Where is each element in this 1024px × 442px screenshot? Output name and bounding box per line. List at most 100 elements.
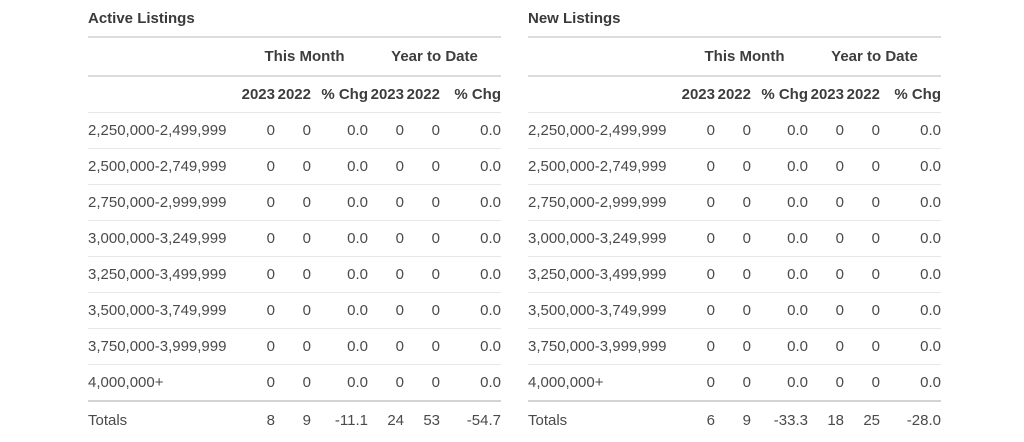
value-cell: 0.0	[880, 256, 941, 293]
totals-cell: 9	[714, 400, 751, 439]
value-cell: 0	[714, 184, 751, 221]
value-cell: 0.0	[880, 148, 941, 185]
totals-cell: -54.7	[440, 400, 501, 439]
value-cell: 0	[274, 220, 311, 257]
column-header: % Chg	[750, 76, 808, 113]
value-cell: 0	[714, 364, 751, 402]
value-cell: 0	[680, 328, 715, 365]
value-cell: 0	[844, 256, 880, 293]
column-header: 2023	[808, 76, 844, 113]
value-cell: 0	[274, 184, 311, 221]
value-cell: 0.0	[440, 364, 501, 402]
value-cell: 0.0	[310, 112, 368, 149]
value-cell: 0.0	[440, 328, 501, 365]
value-cell: 0	[404, 328, 440, 365]
value-cell: 0	[274, 292, 311, 329]
value-cell: 0	[680, 220, 715, 257]
value-cell: 0.0	[750, 184, 808, 221]
value-cell: 0.0	[440, 184, 501, 221]
column-header: 2023	[368, 76, 404, 113]
value-cell: 0	[404, 364, 440, 402]
value-cell: 0	[274, 328, 311, 365]
value-cell: 0	[404, 184, 440, 221]
value-cell: 0.0	[440, 256, 501, 293]
spacer-cell	[528, 38, 681, 77]
table-row: 2,500,000-2,749,999 0 0 0.0 0 0 0.0	[88, 148, 501, 185]
column-header: % Chg	[880, 76, 941, 113]
value-cell: 0	[714, 256, 751, 293]
price-range-label: 3,750,000-3,999,999	[88, 328, 241, 365]
active-listings-data-table: This Month Year to Date 2023 2022 % Chg …	[88, 38, 501, 439]
value-cell: 0	[844, 184, 880, 221]
value-cell: 0	[240, 364, 275, 402]
value-cell: 0.0	[440, 292, 501, 329]
value-cell: 0.0	[310, 292, 368, 329]
price-range-label: 3,750,000-3,999,999	[528, 328, 681, 365]
group-header-year-to-date: Year to Date	[368, 38, 501, 77]
value-cell: 0	[680, 112, 715, 149]
column-header: 2023	[680, 76, 715, 113]
price-range-label: 2,250,000-2,499,999	[88, 112, 241, 149]
price-range-label: 2,500,000-2,749,999	[528, 148, 681, 185]
column-header-row: 2023 2022 % Chg 2023 2022 % Chg	[88, 76, 501, 113]
value-cell: 0.0	[750, 148, 808, 185]
group-header-year-to-date: Year to Date	[808, 38, 941, 77]
table-row: 4,000,000+ 0 0 0.0 0 0 0.0	[88, 364, 501, 402]
value-cell: 0.0	[750, 292, 808, 329]
table-row: 3,750,000-3,999,999 0 0 0.0 0 0 0.0	[88, 328, 501, 365]
value-cell: 0.0	[310, 364, 368, 402]
table-row: 3,250,000-3,499,999 0 0 0.0 0 0 0.0	[528, 256, 941, 293]
column-group-header-row: This Month Year to Date	[88, 38, 501, 77]
table-row: 2,750,000-2,999,999 0 0 0.0 0 0 0.0	[88, 184, 501, 221]
value-cell: 0.0	[750, 256, 808, 293]
table-title: New Listings	[528, 8, 941, 38]
value-cell: 0	[368, 364, 404, 402]
table-row: 3,250,000-3,499,999 0 0 0.0 0 0 0.0	[88, 256, 501, 293]
table-active-listings: Active Listings This Month Year to Date …	[88, 8, 501, 439]
value-cell: 0	[714, 292, 751, 329]
price-range-label: 2,750,000-2,999,999	[528, 184, 681, 221]
value-cell: 0.0	[440, 148, 501, 185]
value-cell: 0	[714, 148, 751, 185]
table-row: 2,250,000-2,499,999 0 0 0.0 0 0 0.0	[88, 112, 501, 149]
column-header: % Chg	[310, 76, 368, 113]
table-row: 4,000,000+ 0 0 0.0 0 0 0.0	[528, 364, 941, 402]
value-cell: 0	[240, 184, 275, 221]
totals-cell: 6	[680, 400, 715, 439]
value-cell: 0	[404, 256, 440, 293]
totals-cell: 9	[274, 400, 311, 439]
table-row: 3,000,000-3,249,999 0 0 0.0 0 0 0.0	[88, 220, 501, 257]
table-row: 3,500,000-3,749,999 0 0 0.0 0 0 0.0	[88, 292, 501, 329]
totals-label: Totals	[88, 400, 241, 439]
value-cell: 0	[680, 256, 715, 293]
value-cell: 0.0	[750, 112, 808, 149]
value-cell: 0	[274, 256, 311, 293]
price-range-label: 2,500,000-2,749,999	[88, 148, 241, 185]
value-cell: 0.0	[310, 148, 368, 185]
price-range-label: 2,250,000-2,499,999	[528, 112, 681, 149]
value-cell: 0	[844, 292, 880, 329]
value-cell: 0	[714, 328, 751, 365]
totals-cell: 18	[808, 400, 844, 439]
spacer-cell	[88, 76, 241, 113]
group-header-this-month: This Month	[240, 38, 368, 77]
price-range-label: 3,500,000-3,749,999	[528, 292, 681, 329]
column-header: 2022	[844, 76, 880, 113]
value-cell: 0	[808, 364, 844, 402]
value-cell: 0	[240, 220, 275, 257]
totals-label: Totals	[528, 400, 681, 439]
value-cell: 0	[368, 292, 404, 329]
value-cell: 0	[808, 220, 844, 257]
value-cell: 0.0	[880, 220, 941, 257]
value-cell: 0	[808, 148, 844, 185]
value-cell: 0	[404, 220, 440, 257]
table-row: 2,750,000-2,999,999 0 0 0.0 0 0 0.0	[528, 184, 941, 221]
value-cell: 0	[404, 148, 440, 185]
value-cell: 0	[240, 256, 275, 293]
value-cell: 0	[808, 328, 844, 365]
value-cell: 0	[368, 220, 404, 257]
value-cell: 0.0	[750, 220, 808, 257]
price-range-label: 3,000,000-3,249,999	[88, 220, 241, 257]
value-cell: 0.0	[440, 112, 501, 149]
value-cell: 0	[240, 292, 275, 329]
